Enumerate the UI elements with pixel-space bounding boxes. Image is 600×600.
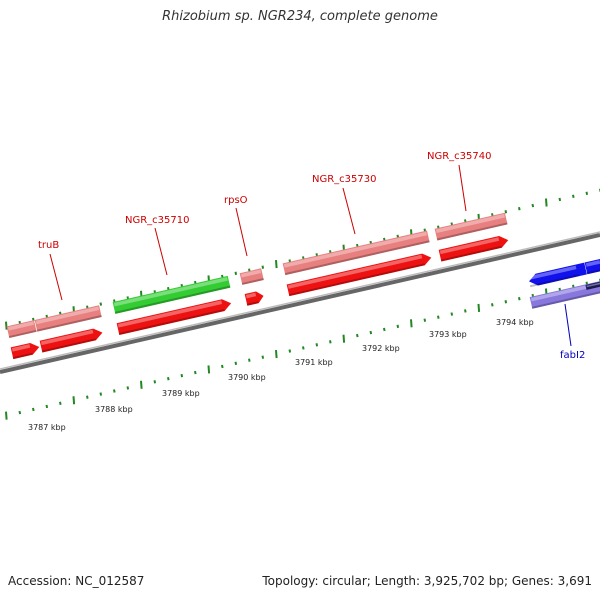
lower-scale-tick	[140, 380, 143, 389]
lower-scale-tick	[369, 330, 373, 335]
lower-scale-tick	[288, 349, 292, 353]
leader-line-NGR_c35740	[458, 164, 467, 212]
scale-label: 3788 kbp	[95, 405, 133, 414]
lower-scale-tick	[59, 401, 62, 406]
gene-NGR_c35730-upper	[282, 230, 430, 276]
lower-scale-tick	[207, 365, 211, 374]
upper-scale-tick	[234, 271, 238, 276]
gene-upper	[34, 305, 102, 332]
gene-label-truB: truB	[38, 240, 59, 251]
gene-fabI2-upper	[528, 262, 587, 288]
scale-label: 3793 kbp	[429, 330, 467, 339]
gene-label-fabI2: fabI2	[560, 350, 585, 361]
lower-scale-tick	[5, 411, 8, 420]
lower-scale-tick	[329, 340, 332, 344]
scale-label: 3789 kbp	[162, 389, 200, 398]
lower-scale-tick	[423, 318, 427, 322]
backbone-highlight	[0, 231, 600, 370]
lower-scale-tick	[153, 380, 157, 384]
gene-fabI2-lower	[529, 281, 600, 309]
upper-scale-tick	[558, 197, 562, 202]
gene-NGR_c35740-upper	[434, 212, 508, 241]
scale-label: 3790 kbp	[228, 373, 266, 382]
upper-scale-tick	[585, 191, 589, 195]
gene-label-NGR_c35740: NGR_c35740	[427, 151, 492, 162]
lower-scale-tick	[234, 361, 238, 366]
map-title: Rhizobium sp. NGR234, complete genome	[162, 9, 438, 24]
gene-NGR_c35710-upper	[112, 275, 231, 314]
leader-line-NGR_c35710	[154, 227, 168, 276]
gene-rpsO-lower	[244, 291, 264, 306]
upper-scale-tick	[261, 265, 265, 269]
lower-scale-tick	[518, 296, 521, 301]
leader-line-truB	[49, 253, 63, 301]
leader-line-NGR_c35730	[342, 187, 356, 235]
gene-truB-lower	[10, 342, 40, 360]
backbone-line	[0, 233, 600, 374]
lower-scale-tick	[450, 312, 454, 316]
lower-scale-tick	[410, 319, 413, 328]
lower-scale-tick	[126, 386, 130, 390]
lower-scale-tick	[275, 349, 278, 359]
gene-NGR_c35710-lower	[116, 299, 232, 335]
lower-scale-tick	[99, 392, 103, 396]
gene-label-rpsO: rpsO	[224, 195, 248, 206]
upper-scale-tick	[99, 302, 103, 306]
upper-scale-tick	[275, 259, 278, 269]
lower-scale-tick	[86, 395, 89, 399]
lower-scale-tick	[491, 303, 494, 307]
lower-scale-tick	[356, 333, 359, 338]
gene-rpsO-upper	[239, 268, 264, 285]
scale-label: 3792 kbp	[362, 344, 400, 353]
lower-scale-tick	[396, 324, 400, 329]
gene-upper-blue	[584, 258, 600, 275]
upper-scale-tick	[531, 203, 535, 208]
lower-scale-tick	[72, 396, 76, 405]
gene-label-NGR_c35730: NGR_c35730	[312, 174, 377, 185]
lower-scale-tick	[383, 327, 386, 332]
lower-scale-tick	[194, 370, 197, 375]
lower-scale-tick	[315, 343, 319, 347]
lower-scale-tick	[437, 315, 440, 319]
lower-scale-tick	[504, 300, 508, 304]
upper-scale-tick	[572, 194, 575, 199]
scale-label: 3794 kbp	[496, 318, 534, 327]
lower-scale-tick	[167, 376, 170, 381]
lower-scale-tick	[477, 303, 481, 312]
upper-scale-tick	[518, 206, 521, 211]
upper-scale-tick	[504, 210, 508, 214]
lower-scale-tick	[45, 404, 49, 409]
lower-scale-tick	[113, 389, 116, 393]
lower-scale-tick	[180, 373, 184, 378]
lower-scale-tick	[342, 334, 346, 343]
upper-scale-tick	[5, 321, 8, 330]
lower-scale-tick	[302, 346, 305, 350]
gene-lower	[39, 328, 103, 353]
upper-scale-tick	[545, 198, 548, 207]
gene-NGR_c35730-lower	[286, 253, 432, 297]
gene-truB-upper	[6, 320, 37, 339]
scale-label: 3787 kbp	[28, 423, 66, 432]
lower-scale-tick	[18, 410, 22, 415]
lower-scale-tick	[261, 355, 265, 359]
lower-scale-tick	[221, 364, 224, 369]
accession-text: Accession: NC_012587	[8, 574, 145, 588]
genome-summary-text: Topology: circular; Length: 3,925,702 bp…	[262, 574, 592, 588]
gene-NGR_c35740-lower	[438, 236, 509, 262]
leader-line-fabI2	[564, 303, 572, 347]
lower-scale-tick	[32, 407, 35, 412]
lower-scale-tick	[464, 309, 467, 313]
scale-label: 3791 kbp	[295, 358, 333, 367]
gene-label-NGR_c35710: NGR_c35710	[125, 215, 190, 226]
gene-lower-dark	[585, 281, 600, 290]
lower-scale-tick	[248, 358, 251, 362]
leader-line-rpsO	[235, 207, 248, 257]
